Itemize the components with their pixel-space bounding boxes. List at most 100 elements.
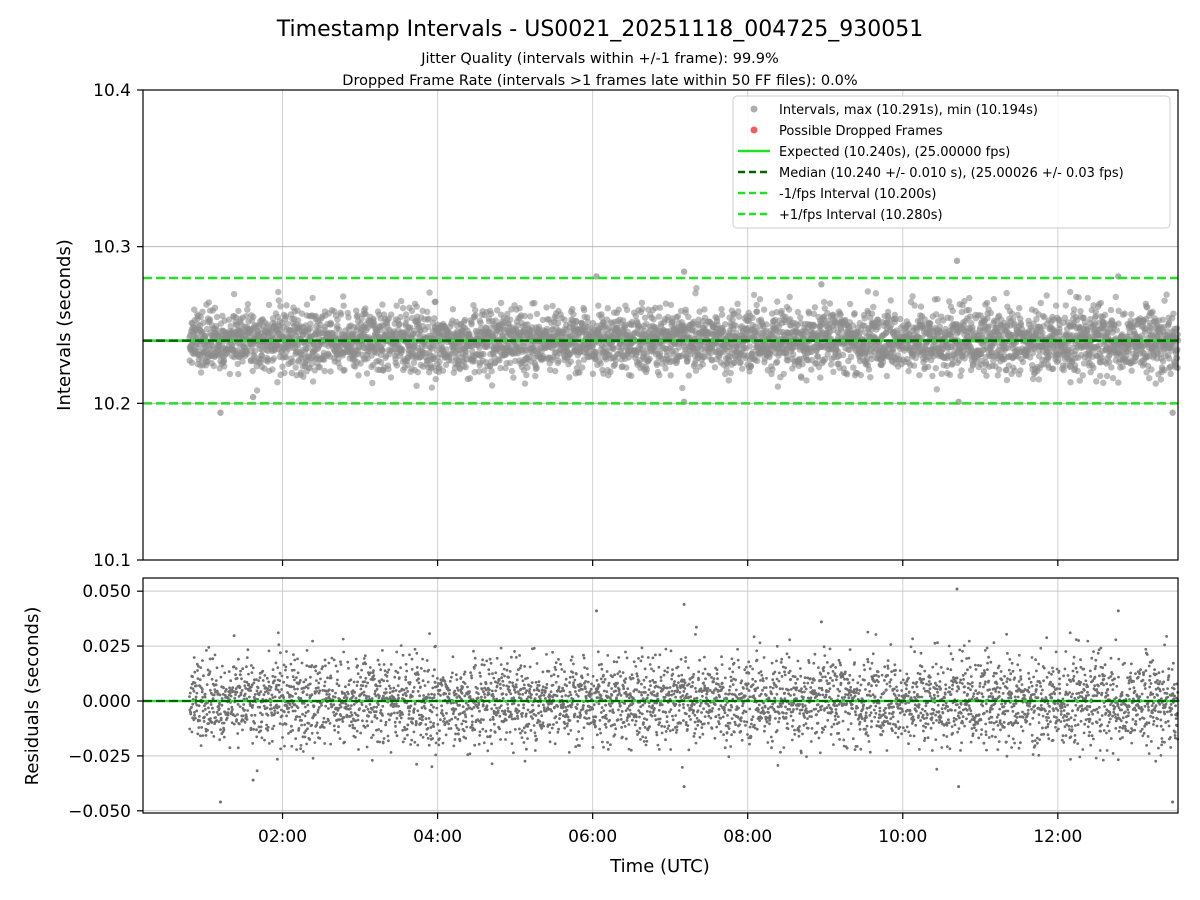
interval-point [487,310,495,317]
residual-point [233,714,237,718]
residual-point [222,735,226,739]
residual-point [212,693,216,697]
residual-point [243,692,247,696]
legend-label-minus-fps: -1/fps Interval (10.200s) [779,187,936,202]
residual-point [192,656,196,659]
residual-point [200,726,204,729]
residual-point [227,707,231,711]
residual-point [217,707,221,711]
interval-point [1016,304,1023,312]
interval-point [1163,291,1170,298]
interval-point [1107,306,1115,314]
residual-point [228,746,232,750]
residual-point [262,704,266,708]
interval-point [321,367,328,375]
interval-point [396,320,403,328]
residual-point [278,671,282,675]
residual-point [276,757,279,761]
interval-point [1019,358,1027,366]
interval-point [1167,370,1174,377]
residual-point [278,722,282,725]
legend-label-expected: Expected (10.240s), (25.00000 fps) [779,145,1010,160]
residual-point [198,715,201,718]
interval-point [200,319,207,326]
residual-point [212,735,216,738]
interval-point [251,347,259,354]
interval-point [309,360,316,367]
interval-point [769,366,776,373]
interval-point [197,313,204,321]
residual-point [282,696,285,699]
interval-point [865,366,873,373]
interval-point [468,321,475,328]
interval-point [404,361,411,369]
interval-point [284,320,291,327]
residual-point [219,712,223,716]
residual-point [214,683,218,687]
interval-point [235,370,242,378]
residual-point [193,681,197,685]
interval-point [307,325,314,332]
residual-point [245,697,249,701]
residual-point [277,643,281,647]
interval-point [403,316,410,323]
interval-point [488,382,496,389]
interval-point [275,288,282,296]
residual-point [193,713,196,717]
interval-point [938,370,945,377]
interval-point [480,350,487,358]
residual-point [194,695,198,699]
residual-point [234,693,237,696]
interval-point [1093,378,1100,385]
interval-point [685,372,692,379]
residual-point [247,683,251,687]
residual-point [283,744,286,748]
interval-point [227,323,234,330]
interval-point [615,306,622,313]
residual-point [278,690,281,694]
residual-point [248,695,251,699]
residual-point [203,715,206,719]
residual-point [265,676,269,680]
residual-point [266,687,270,690]
residual-point [241,728,244,732]
residual-point [278,679,282,683]
residual-point [207,722,211,725]
residual-point [251,666,255,670]
residual-point [284,668,287,672]
legend-marker-intervals [750,105,758,113]
interval-point [269,366,276,373]
interval-point [197,369,205,376]
interval-point [292,364,299,371]
intervals-ytick-label-2: 10.3 [93,238,131,258]
residual-point [211,706,214,710]
interval-point [911,302,918,309]
interval-point [270,355,278,362]
interval-point [357,360,364,367]
interval-point [774,383,782,390]
residual-point [279,651,282,655]
residual-point [254,678,258,681]
residual-point [203,692,207,696]
interval-point [275,297,282,304]
interval-point [753,308,761,315]
residual-point [260,720,264,724]
interval-point [780,370,787,378]
interval-point [747,362,755,370]
interval-point [1112,293,1120,301]
interval-point [1097,372,1104,380]
residual-point [226,711,230,715]
interval-point [561,316,568,323]
legend-marker-dropped [750,126,758,134]
interval-point [996,366,1003,373]
interval-point [277,303,284,310]
interval-point [718,311,726,318]
residual-point [190,730,194,734]
interval-point [362,305,369,312]
interval-point [969,324,976,331]
interval-point [589,370,597,377]
interval-point [667,372,674,379]
residual-point [269,703,273,707]
interval-point [839,351,847,359]
interval-point [1152,380,1159,387]
